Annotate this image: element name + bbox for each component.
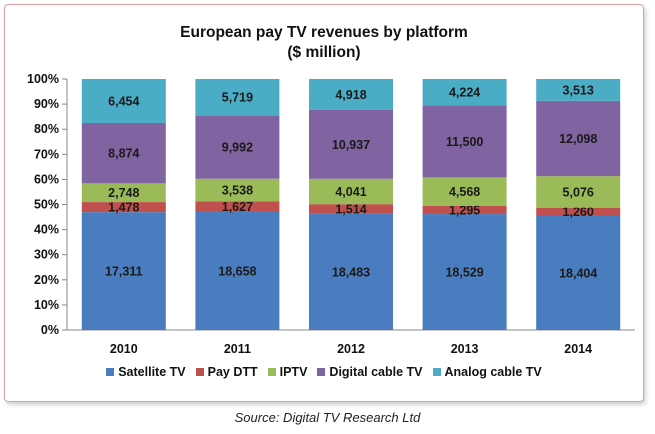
legend-swatch-digital-cable-tv — [317, 368, 326, 376]
bar-satellite-tv-2011 — [195, 211, 280, 330]
y-tick-label: 10% — [34, 298, 59, 312]
y-tick-label: 80% — [34, 122, 59, 136]
data-label-pay-dtt-2011: 1,627 — [222, 200, 253, 214]
bar-iptv-2010 — [81, 183, 166, 203]
data-label-pay-dtt-2014: 1,260 — [563, 205, 594, 219]
y-tick-label: 100% — [27, 72, 59, 86]
chart-legend: Satellite TV Pay DTT IPTV Digital cable TV A… — [5, 365, 643, 379]
y-tick-label: 90% — [34, 97, 59, 111]
x-tick-label-2014: 2014 — [564, 342, 592, 356]
bar-pay-dtt-2012 — [309, 204, 393, 214]
legend-label-digital-cable-tv: Digital cable TV — [329, 365, 423, 379]
chart-plot: 0% 10% 20% 30% 40% 50% 60% 70% 80% 90% 100% 17,311 1… — [27, 72, 635, 356]
y-tick-label: 30% — [34, 248, 59, 262]
data-label-digital-cable-tv-2010: 8,874 — [108, 147, 139, 161]
data-label-analog-cable-tv-2012: 4,918 — [335, 88, 366, 102]
data-label-iptv-2012: 4,041 — [335, 185, 366, 199]
data-label-analog-cable-tv-2014: 3,513 — [563, 83, 594, 97]
source-note: Source: Digital TV Research Ltd — [234, 410, 421, 425]
chart-title-line2: ($ million) — [287, 44, 361, 61]
bar-pay-dtt-2010 — [81, 202, 166, 213]
bar-iptv-2013 — [422, 177, 507, 206]
bar-iptv-2014 — [536, 176, 621, 208]
data-label-satellite-tv-2014: 18,404 — [559, 266, 597, 280]
y-tick-label: 0% — [41, 323, 59, 337]
bar-digital-cable-tv-2012 — [309, 109, 393, 179]
legend-item-iptv: IPTV — [267, 365, 308, 379]
chart-title: European pay TV revenues by platform ($ … — [5, 23, 643, 63]
data-label-digital-cable-tv-2013: 11,500 — [446, 135, 484, 149]
data-label-digital-cable-tv-2011: 9,992 — [222, 141, 253, 155]
bar-iptv-2012 — [309, 178, 393, 205]
legend-label-satellite-tv: Satellite TV — [118, 365, 186, 379]
bar-satellite-tv-2010 — [81, 212, 166, 330]
data-label-analog-cable-tv-2010: 6,454 — [108, 94, 139, 108]
bar-pay-dtt-2013 — [422, 205, 507, 215]
data-label-satellite-tv-2011: 18,658 — [218, 264, 256, 278]
data-label-iptv-2011: 3,538 — [222, 183, 253, 197]
chart-title-line1: European pay TV revenues by platform — [180, 24, 468, 41]
x-tick-label-2011: 2011 — [224, 342, 251, 356]
bar-analog-cable-tv-2012 — [309, 79, 393, 110]
bar-satellite-tv-2013 — [422, 214, 507, 330]
bar-digital-cable-tv-2010 — [81, 122, 166, 184]
legend-swatch-satellite-tv — [106, 368, 115, 376]
legend-item-analog-cable-tv: Analog cable TV — [432, 365, 542, 379]
data-label-analog-cable-tv-2013: 4,224 — [449, 86, 480, 100]
y-tick-label: 20% — [34, 273, 59, 287]
data-label-satellite-tv-2013: 18,529 — [445, 266, 483, 280]
legend-swatch-pay-dtt — [195, 368, 204, 376]
x-tick-label-2013: 2013 — [451, 342, 479, 356]
legend-swatch-iptv — [267, 368, 276, 376]
x-tick-label-2012: 2012 — [337, 342, 365, 356]
y-tick-label: 50% — [34, 198, 59, 212]
legend-label-pay-dtt: Pay DTT — [207, 365, 258, 379]
bar-satellite-tv-2014 — [536, 215, 621, 330]
y-tick-label: 40% — [34, 223, 59, 237]
legend-item-pay-dtt: Pay DTT — [195, 365, 258, 379]
bar-digital-cable-tv-2014 — [536, 100, 621, 177]
bar-satellite-tv-2012 — [309, 213, 393, 330]
bar-analog-cable-tv-2013 — [422, 79, 507, 106]
data-label-iptv-2013: 4,568 — [449, 185, 480, 199]
legend-item-digital-cable-tv: Digital cable TV — [317, 365, 423, 379]
data-label-pay-dtt-2012: 1,514 — [335, 202, 366, 216]
data-label-digital-cable-tv-2012: 10,937 — [332, 138, 370, 152]
data-label-analog-cable-tv-2011: 5,719 — [222, 91, 253, 105]
bar-digital-cable-tv-2013 — [422, 105, 507, 178]
data-label-satellite-tv-2012: 18,483 — [332, 265, 370, 279]
data-label-satellite-tv-2010: 17,311 — [105, 265, 143, 279]
data-label-pay-dtt-2013: 1,295 — [449, 204, 480, 218]
bar-pay-dtt-2011 — [195, 201, 280, 212]
legend-label-analog-cable-tv: Analog cable TV — [444, 365, 542, 379]
data-label-iptv-2010: 2,748 — [108, 186, 139, 200]
legend-item-satellite-tv: Satellite TV — [106, 365, 186, 379]
bar-analog-cable-tv-2011 — [195, 79, 280, 116]
chart-frame: European pay TV revenues by platform ($ … — [4, 4, 644, 402]
data-label-digital-cable-tv-2014: 12,098 — [559, 132, 597, 146]
legend-label-iptv: IPTV — [279, 365, 308, 379]
x-tick-label-2010: 2010 — [110, 342, 138, 356]
data-label-iptv-2014: 5,076 — [563, 185, 594, 199]
bar-analog-cable-tv-2014 — [536, 79, 621, 101]
legend-swatch-analog-cable-tv — [432, 368, 441, 376]
bar-iptv-2011 — [195, 178, 280, 202]
bar-digital-cable-tv-2011 — [195, 115, 280, 179]
data-label-pay-dtt-2010: 1,478 — [108, 201, 139, 215]
y-tick-label: 60% — [34, 172, 59, 186]
bar-pay-dtt-2014 — [536, 207, 621, 216]
y-tick-label: 70% — [34, 147, 59, 161]
bar-analog-cable-tv-2010 — [81, 79, 166, 123]
